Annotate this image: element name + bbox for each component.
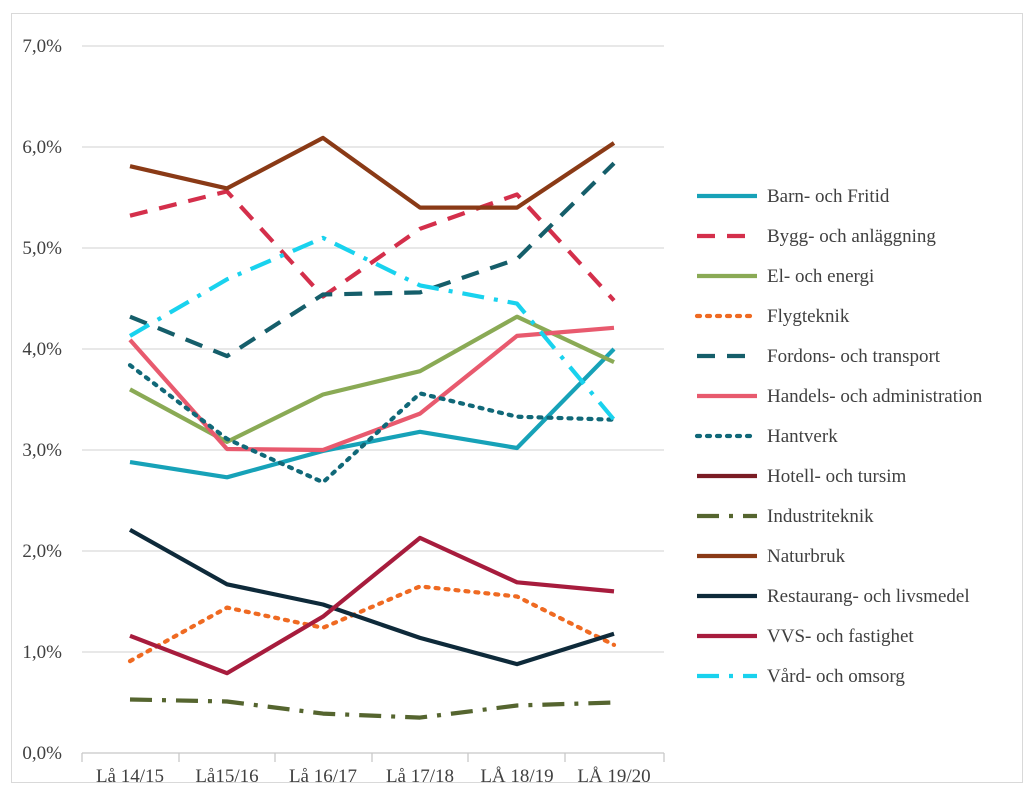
series-line-6 [127,363,617,485]
series-line-9 [129,135,616,210]
legend-label: Industriteknik [767,506,874,527]
x-tick-label: Lå15/16 [195,766,258,787]
series-line-11 [129,535,615,676]
series-line-0 [129,347,616,480]
series-line-3 [127,584,617,664]
legend-label: Barn- och Fritid [767,186,890,207]
legend-label: Handels- och administration [767,386,983,407]
y-tick-label: 0,0% [22,743,62,764]
y-tick-label: 1,0% [22,642,62,663]
chart-frame [11,13,1023,783]
legend-label: Flygteknik [767,306,850,327]
y-tick-label: 5,0% [22,238,62,259]
x-tick-label: Lå 17/18 [386,766,454,787]
legend-label: Hantverk [767,426,838,447]
series-line-10 [128,527,615,667]
y-tick-label: 7,0% [22,36,62,57]
legend: Barn- och Fritid Bygg- och anläggning El- … [694,186,983,687]
x-tick-label: Lå 14/15 [96,766,164,787]
series-line-8 [129,697,615,720]
x-tick-label: Lå 16/17 [289,766,357,787]
series-line-5 [128,325,615,453]
axes: 0,0% 1,0% 2,0% 3,0% 4,0% 5,0% 6,0% 7,0% Lå 14/15… [22,36,665,787]
y-tick-label: 3,0% [22,440,62,461]
x-tick-label: LÅ 18/19 [480,766,553,787]
series-lines [127,135,617,720]
legend-label: Naturbruk [767,546,846,567]
legend-label: Fordons- och transport [767,346,941,367]
legend-label: Restaurang- och livsmedel [767,586,970,607]
legend-label: Vård- och omsorg [767,666,905,687]
series-line-1 [129,189,616,302]
y-tick-label: 6,0% [22,137,62,158]
legend-label: VVS- och fastighet [767,626,914,647]
y-tick-label: 2,0% [22,541,62,562]
gridlines [82,45,664,653]
y-tick-label: 4,0% [22,339,62,360]
x-tick-label: LÅ 19/20 [577,766,650,787]
legend-label: Hotell- och tursim [767,466,907,487]
series-line-12 [128,235,616,422]
legend-label: Bygg- och anläggning [767,226,936,247]
legend-label: El- och energi [767,266,874,287]
